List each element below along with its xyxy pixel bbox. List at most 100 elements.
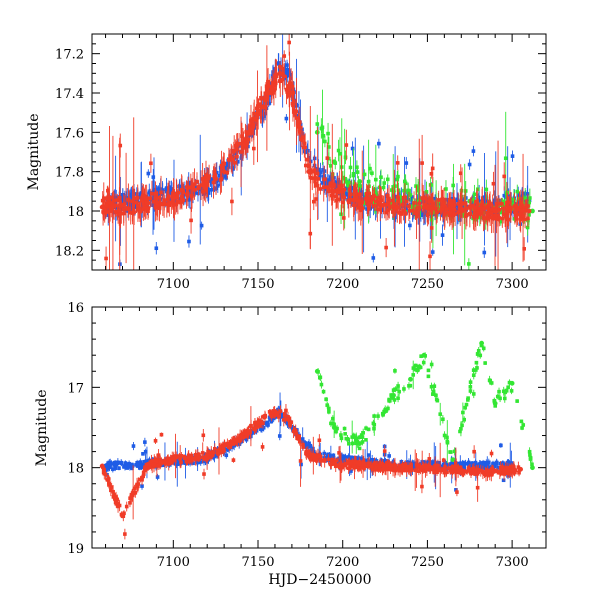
top-y-axis-title: Magnitude: [26, 113, 42, 190]
data-point: [382, 409, 387, 414]
data-point: [429, 384, 434, 389]
data-point: [201, 189, 206, 194]
anchor-point: [221, 169, 227, 175]
data-point: [119, 461, 124, 466]
data-point: [387, 397, 391, 402]
data-point: [247, 435, 252, 439]
data-point: [106, 213, 111, 217]
data-point: [101, 196, 106, 200]
data-point: [354, 441, 359, 445]
data-point: [496, 213, 500, 218]
data-point: [134, 200, 139, 205]
anchor-point: [357, 198, 363, 204]
data-point: [124, 206, 128, 210]
anchor-point: [509, 380, 515, 386]
data-point: [357, 435, 362, 440]
data-point: [375, 192, 379, 197]
data-point: [447, 199, 452, 203]
data-point: [475, 352, 480, 356]
data-point: [332, 422, 336, 427]
data-point: [361, 431, 365, 435]
data-point: [503, 156, 508, 161]
data-point: [343, 155, 348, 160]
data-point: [162, 201, 167, 205]
data-point: [458, 171, 463, 176]
data-point: [346, 455, 351, 459]
data-point: [492, 399, 497, 403]
anchor-point: [247, 129, 252, 135]
data-point: [313, 179, 317, 184]
data-point: [483, 361, 487, 365]
data-point: [149, 161, 153, 166]
data-point: [132, 486, 137, 491]
data-point: [167, 194, 171, 199]
data-point: [437, 460, 442, 465]
data-point: [256, 109, 261, 113]
data-point: [417, 207, 422, 211]
data-point: [405, 196, 410, 200]
data-point: [364, 426, 368, 431]
y-tick-label: 17.8: [55, 166, 84, 181]
data-point: [364, 438, 368, 442]
data-point: [460, 462, 465, 467]
data-point: [273, 81, 278, 85]
data-point: [492, 464, 497, 469]
data-point: [147, 190, 152, 195]
data-point: [412, 201, 416, 205]
data-point: [355, 439, 360, 444]
data-point: [499, 210, 503, 214]
data-point: [444, 207, 449, 211]
data-point: [326, 457, 331, 462]
data-point: [513, 470, 517, 475]
data-point: [463, 201, 468, 206]
data-point: [287, 93, 291, 98]
data-point: [319, 126, 324, 131]
data-point: [140, 198, 144, 202]
data-point: [380, 411, 385, 416]
data-point: [429, 226, 434, 230]
data-point: [151, 175, 156, 179]
data-point: [500, 216, 505, 221]
data-point: [230, 157, 234, 162]
data-point: [181, 198, 186, 202]
data-point: [325, 181, 330, 186]
data-point: [176, 190, 181, 195]
data-point: [422, 205, 426, 210]
data-point: [243, 137, 248, 142]
data-point: [365, 207, 369, 211]
data-point: [324, 185, 329, 189]
data-point: [356, 456, 361, 460]
data-point: [474, 199, 479, 204]
data-point: [481, 346, 486, 351]
data-point: [341, 200, 345, 205]
data-point: [323, 139, 327, 144]
data-point: [228, 153, 232, 158]
data-point: [140, 484, 144, 488]
data-point: [366, 197, 371, 202]
data-point: [196, 191, 200, 196]
data-point: [110, 206, 115, 210]
data-point: [315, 171, 320, 176]
data-point: [519, 208, 523, 213]
data-point: [145, 198, 149, 203]
data-point: [467, 262, 471, 266]
data-point: [277, 434, 282, 438]
data-point: [260, 445, 265, 449]
data-point: [152, 187, 157, 192]
data-point: [135, 460, 139, 465]
data-point: [435, 210, 439, 215]
data-point: [440, 233, 445, 237]
data-point: [348, 180, 352, 185]
data-point: [471, 392, 476, 396]
data-point: [397, 389, 401, 394]
data-point: [213, 451, 218, 456]
data-point: [146, 209, 150, 213]
data-point: [368, 201, 372, 206]
data-point: [154, 246, 159, 251]
data-point: [452, 199, 456, 204]
data-point: [366, 453, 371, 457]
data-point: [371, 187, 376, 192]
data-point: [325, 403, 330, 407]
data-point: [116, 212, 120, 216]
data-point: [527, 213, 531, 217]
